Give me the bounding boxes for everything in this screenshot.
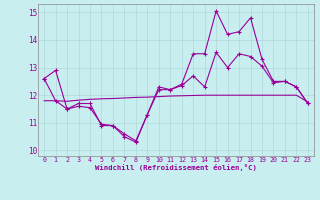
X-axis label: Windchill (Refroidissement éolien,°C): Windchill (Refroidissement éolien,°C) (95, 164, 257, 171)
